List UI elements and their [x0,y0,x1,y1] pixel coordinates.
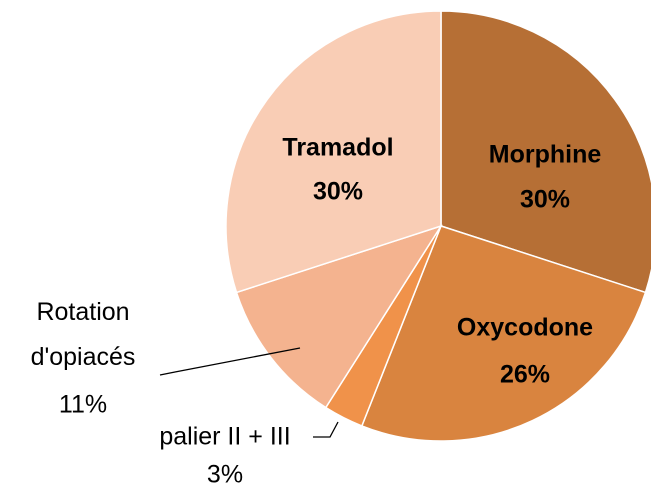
pie-slice [235,224,443,409]
leader-line [159,347,301,376]
pie-slice [360,225,647,442]
pie-slice [440,10,651,294]
pie-slice [225,10,442,294]
slice-label: Rotation d'opiacés [30,298,136,371]
slice-label: Morphine [488,140,602,169]
slice-label: Oxycodone [456,313,594,342]
value-label: 30% [312,177,364,206]
slice-label: Tramadol [282,133,394,162]
value-label: 30% [519,185,571,214]
leader-line [313,421,339,438]
value-label: 26% [499,360,551,389]
slice-label: palier II + III [159,422,291,451]
value-label: 3% [206,460,244,488]
value-label: 11% [58,390,108,419]
